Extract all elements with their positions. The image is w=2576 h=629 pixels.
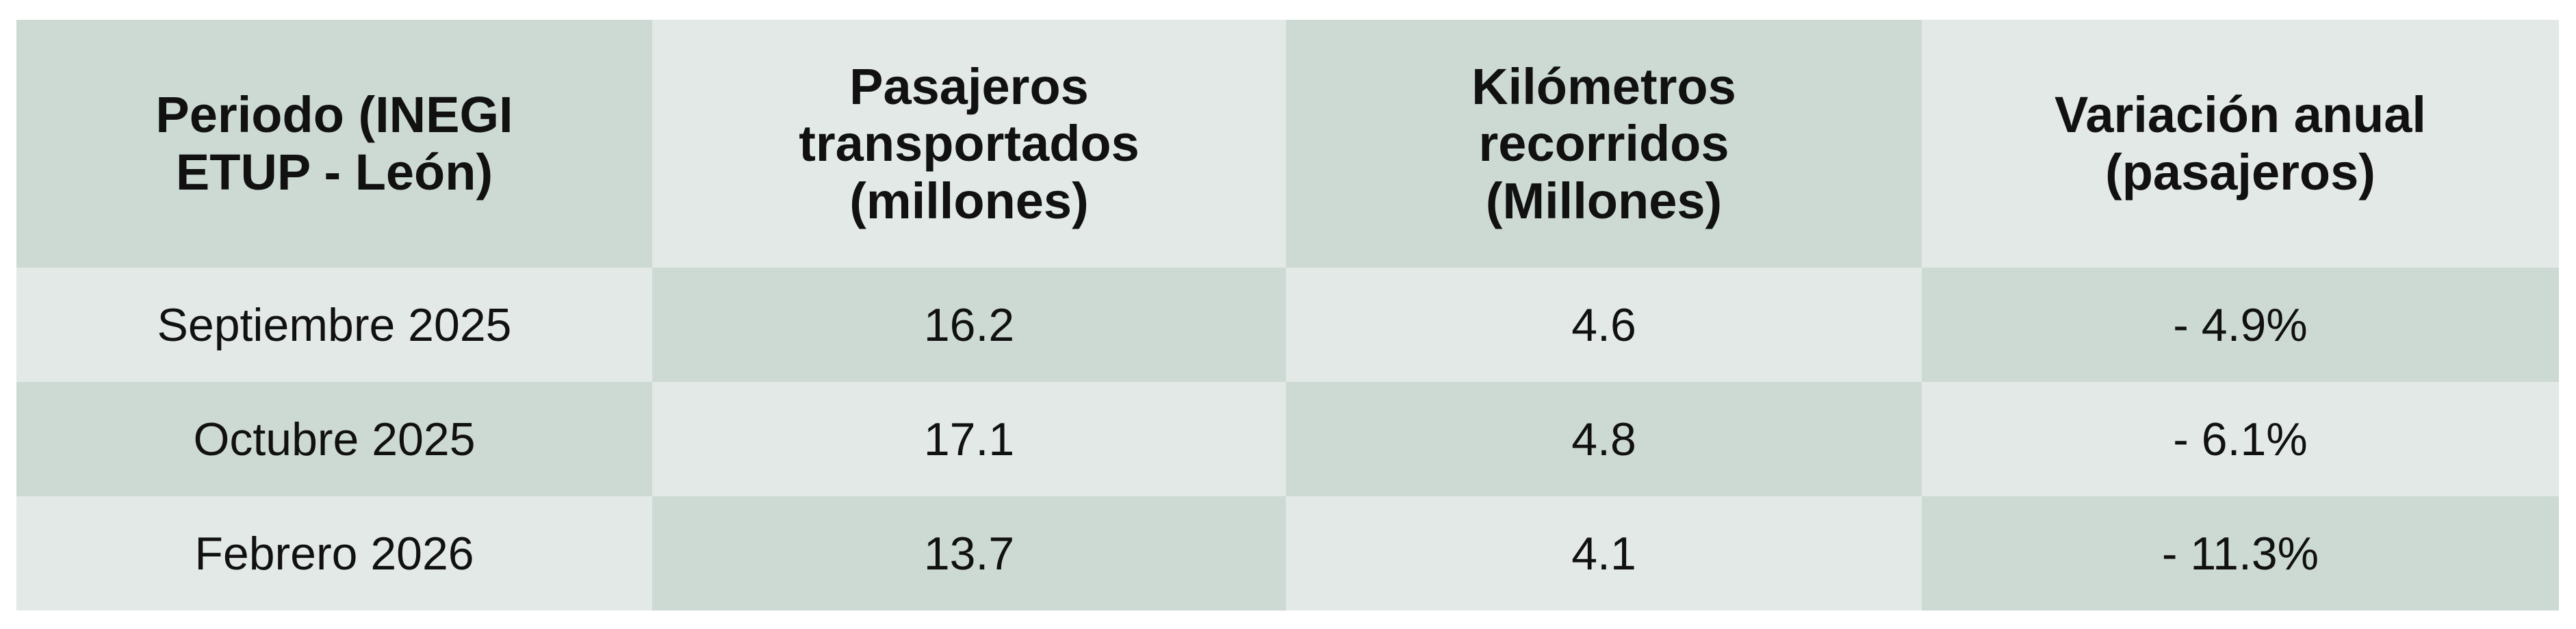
table-cell: 4.1	[1286, 496, 1922, 611]
table-cell: 17.1	[652, 382, 1286, 496]
header-text: Periodo (INEGI	[155, 86, 513, 144]
header-text: (pasajeros)	[2105, 144, 2375, 201]
header-text: ETUP - León)	[175, 144, 493, 201]
header-cell: Variación anual (pasajeros)	[1922, 20, 2559, 268]
header-cell: Pasajeros transportados (millones)	[652, 20, 1286, 268]
table-cell: 16.2	[652, 268, 1286, 382]
header-row: Periodo (INEGI ETUP - León) Pasajeros trans…	[16, 20, 2559, 268]
table-cell: 4.6	[1286, 268, 1922, 382]
header-text: transportados	[799, 115, 1139, 172]
table-body: Septiembre 2025 16.2 4.6- 4.9% Octubre 2025…	[16, 268, 2559, 611]
table-cell: Octubre 2025	[16, 382, 652, 496]
table-cell: Febrero 2026	[16, 496, 652, 611]
header-text: Variación anual	[2055, 86, 2426, 144]
data-table: Periodo (INEGI ETUP - León) Pasajeros trans…	[16, 20, 2559, 611]
table-cell: Septiembre 2025	[16, 268, 652, 382]
header-text: (millones)	[849, 172, 1089, 229]
table-cell: - 11.3%	[1922, 496, 2559, 611]
table-row: Febrero 2026 13.7 4.1- 11.3%	[16, 496, 2559, 611]
table-cell: - 6.1%	[1922, 382, 2559, 496]
table-cell: 13.7	[652, 496, 1286, 611]
table-row: Octubre 2025 17.1 4.8- 6.1%	[16, 382, 2559, 496]
header-text: Kilómetros	[1471, 57, 1736, 115]
header-text: (Millones)	[1485, 172, 1723, 229]
header-text: recorridos	[1478, 115, 1729, 172]
header-cell: Kilómetros recorridos (Millones)	[1286, 20, 1922, 268]
header-cell: Periodo (INEGI ETUP - León)	[16, 20, 652, 268]
table-cell: - 4.9%	[1922, 268, 2559, 382]
header-text: Pasajeros	[849, 57, 1089, 115]
table-cell: 4.8	[1286, 382, 1922, 496]
table-row: Septiembre 2025 16.2 4.6- 4.9%	[16, 268, 2559, 382]
